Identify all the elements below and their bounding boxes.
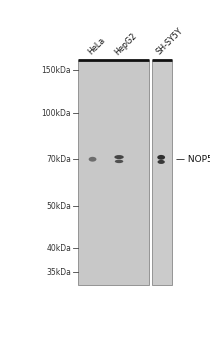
Text: SH-SY5Y: SH-SY5Y — [155, 27, 185, 57]
Ellipse shape — [115, 160, 123, 163]
Text: — NOP56: — NOP56 — [176, 155, 210, 164]
Text: HepG2: HepG2 — [113, 31, 138, 57]
Text: HeLa: HeLa — [86, 36, 107, 57]
Text: 100kDa: 100kDa — [41, 109, 71, 118]
Ellipse shape — [157, 155, 165, 160]
Text: 150kDa: 150kDa — [41, 66, 71, 75]
Bar — [152, 60, 172, 285]
Ellipse shape — [158, 160, 165, 164]
Bar — [77, 60, 149, 285]
Ellipse shape — [89, 157, 96, 162]
Text: 40kDa: 40kDa — [46, 244, 71, 253]
Text: 50kDa: 50kDa — [46, 202, 71, 211]
Text: 70kDa: 70kDa — [46, 155, 71, 164]
Ellipse shape — [114, 155, 124, 159]
Text: 35kDa: 35kDa — [46, 268, 71, 277]
